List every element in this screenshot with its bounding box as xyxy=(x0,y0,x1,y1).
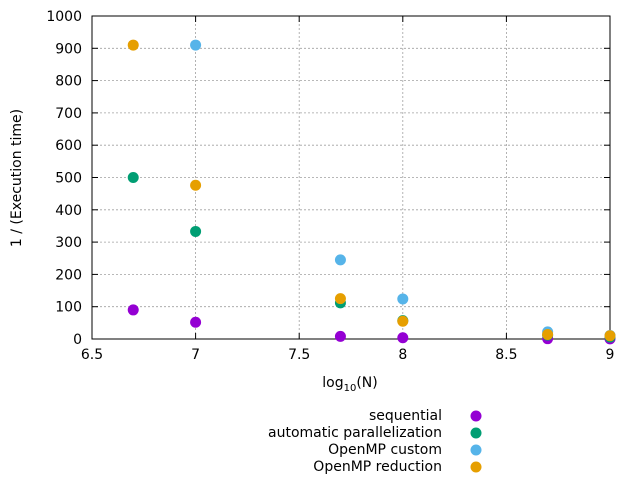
y-tick-label: 300 xyxy=(55,235,82,251)
y-tick-label: 900 xyxy=(55,41,82,57)
y-tick-label: 1000 xyxy=(46,9,82,25)
legend: sequential automatic parallelization Ope… xyxy=(268,408,482,475)
point-openmp-reduction xyxy=(334,293,346,305)
y-tick-label: 0 xyxy=(73,332,82,348)
x-tick-label: 8.5 xyxy=(495,347,517,363)
data-points xyxy=(127,39,616,345)
point-openmp-reduction xyxy=(127,39,139,51)
legend-marker-automatic-parallelization xyxy=(470,427,482,439)
legend-label-openmp-reduction: OpenMP reduction xyxy=(313,459,442,475)
x-tick-label: 7.5 xyxy=(288,347,310,363)
legend-label-openmp-custom: OpenMP custom xyxy=(328,442,442,458)
x-axis-label-suffix: (N) xyxy=(356,375,377,391)
grid-lines xyxy=(92,16,610,339)
y-tick-label: 700 xyxy=(55,106,82,122)
x-axis-label-subscript: 10 xyxy=(344,383,357,394)
y-tick-label: 500 xyxy=(55,171,82,187)
legend-label-sequential: sequential xyxy=(369,408,442,424)
y-axis-label: 1 / (Execution time) xyxy=(9,109,25,247)
point-openmp-reduction xyxy=(397,315,409,327)
y-tick-label: 400 xyxy=(55,203,82,219)
point-openmp-reduction xyxy=(542,328,554,340)
y-tick-labels: 0 100 200 300 400 500 600 700 800 900 1000 xyxy=(46,9,82,348)
x-tick-label: 9 xyxy=(606,347,615,363)
x-axis-label-main: log xyxy=(322,375,343,391)
point-sequential xyxy=(334,330,346,342)
plot-area xyxy=(92,16,610,339)
point-openmp-custom xyxy=(334,254,346,266)
y-tick-label: 100 xyxy=(55,300,82,316)
point-openmp-custom xyxy=(190,39,202,51)
point-openmp-reduction xyxy=(190,179,202,191)
point-sequential xyxy=(127,304,139,316)
legend-marker-sequential xyxy=(470,410,482,422)
x-tick-label: 8 xyxy=(398,347,407,363)
x-tick-label: 7 xyxy=(191,347,200,363)
legend-marker-openmp-reduction xyxy=(470,461,482,473)
point-openmp-custom xyxy=(397,293,409,305)
y-tick-label: 800 xyxy=(55,74,82,90)
point-sequential xyxy=(190,316,202,328)
point-automatic-parallelization xyxy=(127,172,139,183)
tick-marks xyxy=(91,15,611,340)
x-tick-labels: 6.5 7 7.5 8 8.5 9 xyxy=(81,347,615,363)
point-sequential xyxy=(397,332,409,344)
legend-label-automatic-parallelization: automatic parallelization xyxy=(268,425,442,441)
point-openmp-reduction xyxy=(604,330,616,342)
x-axis-label: log10(N) xyxy=(322,375,377,394)
x-tick-label: 6.5 xyxy=(81,347,103,363)
y-tick-label: 200 xyxy=(55,267,82,283)
point-automatic-parallelization xyxy=(190,225,202,237)
legend-marker-openmp-custom xyxy=(470,444,482,456)
y-tick-label: 600 xyxy=(55,138,82,154)
